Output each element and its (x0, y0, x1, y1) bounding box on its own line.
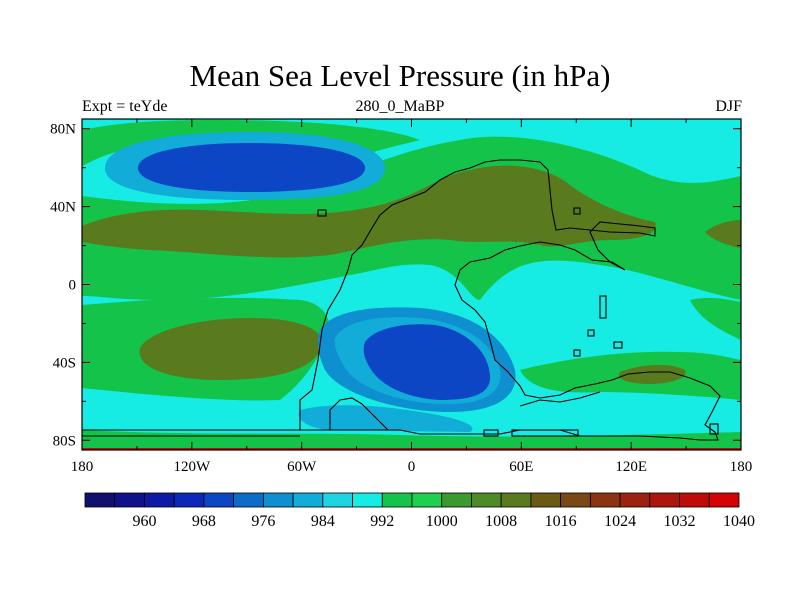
contour-1016-east (705, 220, 741, 248)
colorbar-swatch (233, 492, 264, 508)
colorbar-swatch (352, 492, 383, 508)
colorbar-label: 976 (251, 513, 276, 530)
colorbar-swatch (619, 492, 651, 508)
contour-992-southern-ocean (298, 405, 473, 432)
colorbar-swatch (530, 492, 562, 508)
pressure-field (82, 119, 741, 450)
colorbar (84, 492, 740, 508)
colorbar-swatch (708, 492, 740, 508)
colorbar-swatch (144, 492, 175, 508)
colorbar-swatch (500, 492, 532, 508)
coastline-inner-south (329, 397, 389, 431)
colorbar-swatch (292, 492, 324, 508)
colorbar-label: 1008 (485, 513, 518, 530)
colorbar-swatch (381, 492, 413, 508)
y-tick-label: 40N (50, 200, 76, 216)
colorbar-label: 992 (370, 513, 395, 530)
island-3 (599, 295, 607, 319)
colorbar-label: 1016 (544, 513, 577, 530)
island-1 (483, 429, 499, 437)
colorbar-label: 1000 (425, 513, 458, 530)
coastline-southeast-margin (519, 391, 601, 407)
colorbar-label: 968 (191, 513, 216, 530)
island-5 (573, 207, 581, 215)
island-4 (317, 209, 327, 217)
island-6 (573, 349, 581, 357)
island-7 (613, 341, 623, 349)
contour-1008-antarctic (82, 430, 741, 450)
experiment-label: Expt = teYde (82, 98, 168, 115)
colorbar-swatch (203, 492, 235, 508)
colorbar-swatch (441, 492, 472, 508)
colorbar-swatch (262, 492, 294, 508)
period-label: 280_0_MaBP (355, 98, 445, 115)
x-tick-label: 60E (509, 459, 533, 475)
y-tick-label: 0 (69, 278, 77, 294)
y-tick-label: 80N (50, 122, 76, 138)
colorbar-swatch (679, 492, 710, 508)
colorbar-swatch (589, 492, 621, 508)
x-tick-label: 60W (287, 459, 317, 475)
x-axis: 180 120W 60W 0 60E 120E 180 (71, 119, 753, 475)
colorbar-label: 984 (310, 513, 335, 530)
colorbar-label: 960 (132, 513, 157, 530)
map-title: Mean Sea Level Pressure (in hPa) (189, 58, 611, 93)
y-axis: 80N 40N 0 40S 80S (50, 122, 741, 449)
x-tick-label: 180 (730, 459, 753, 475)
colorbar-swatch (471, 492, 502, 508)
colorbar-label: 1032 (663, 513, 696, 530)
contour-1016-south-indian (619, 364, 686, 384)
island-2 (511, 429, 579, 437)
island-9 (709, 423, 719, 435)
colorbar-label: 1040 (723, 513, 755, 530)
coastline-pangaea (299, 159, 721, 441)
colorbar-swatch (649, 492, 680, 508)
contour-1008-equator-east (690, 297, 741, 340)
contour-1016-southwest (139, 318, 322, 380)
island-8 (587, 329, 595, 337)
coastline-antarctic-edge (82, 429, 300, 437)
contour-984-south-low-core (363, 324, 491, 400)
colorbar-swatch (114, 492, 145, 508)
x-tick-label: 180 (71, 459, 94, 475)
contour-1016-subtropical-north (82, 165, 656, 258)
x-tick-label: 120W (173, 459, 211, 475)
colorbar-swatch (411, 492, 443, 508)
contour-984-north-low-core (138, 143, 365, 192)
coastlines (82, 159, 721, 441)
colorbar-swatch (560, 492, 591, 508)
x-tick-label: 120E (615, 459, 647, 475)
colorbar-swatch (322, 492, 353, 508)
season-label: DJF (715, 98, 742, 115)
colorbar-swatch (84, 492, 116, 508)
y-tick-label: 80S (53, 433, 76, 449)
x-tick-label: 0 (408, 459, 416, 475)
colorbar-swatch (173, 492, 205, 508)
y-tick-label: 40S (53, 355, 76, 371)
colorbar-label: 1024 (604, 513, 637, 530)
